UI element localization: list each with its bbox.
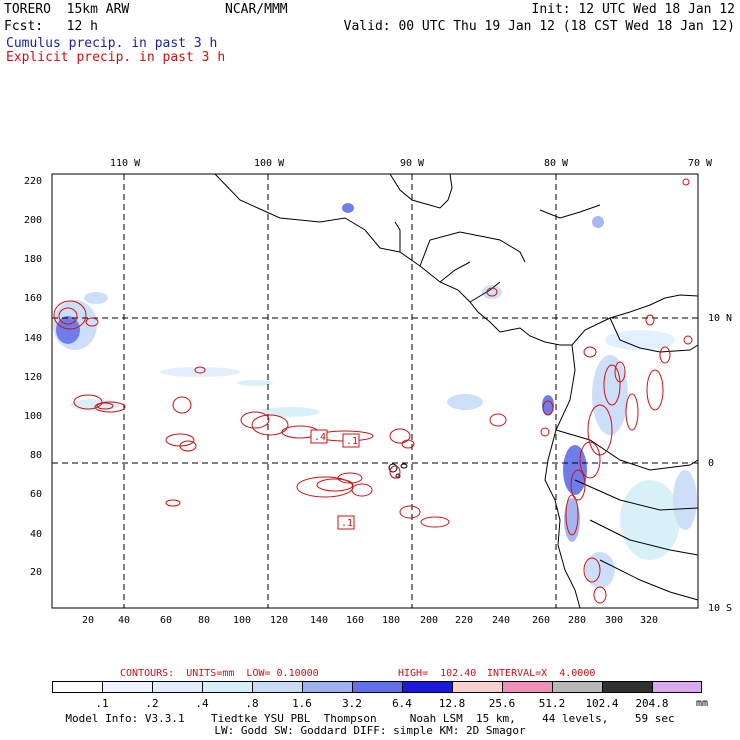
model-info-line1: Model Info: V3.3.1 Tiedtke YSU PBL Thomp… [65,712,675,725]
lat-label: 0 [708,458,715,469]
forecast-hour: Fcst: 12 h [4,19,98,34]
center-name: NCAR/MMM [225,2,288,17]
x-tick: 40 [118,615,131,626]
legend-swatch [602,681,653,693]
y-tick: 20 [30,567,43,578]
lon-label: 90 W [400,158,425,169]
x-tick: 100 [233,615,252,626]
legend-swatch [152,681,203,693]
legend-tick: 6.4 [392,697,412,710]
legend-tick: 1.6 [292,697,312,710]
model-title: TORERO 15km ARW [4,2,130,17]
legend-tick: .2 [145,697,159,710]
y-tick: 80 [30,450,43,461]
y-tick: 60 [30,489,43,500]
y-tick: 180 [24,254,43,265]
lon-label: 110 W [110,158,141,169]
cumulus-legend-line: Cumulus precip. in past 3 h [6,36,218,51]
lon-label: 70 W [688,158,713,169]
coastlines [214,173,699,609]
explicit-precip-contours [53,178,693,604]
contour-units: CONTOURS: UNITS=mm LOW= 0.10000 [120,668,319,679]
x-tick: 220 [455,615,474,626]
x-tick: 280 [568,615,587,626]
legend-tick: .8 [245,697,259,710]
map-frame [51,173,699,609]
x-tick: 200 [420,615,439,626]
x-tick: 260 [532,615,551,626]
x-tick: 140 [310,615,329,626]
y-tick: 200 [24,215,43,226]
lon-label: 80 W [544,158,569,169]
legend-unit: mm [696,698,709,709]
legend-swatch [452,681,503,693]
init-time: Init: 12 UTC Wed 18 Jan 12 [531,2,736,17]
legend-swatch [252,681,303,693]
y-tick: 40 [30,529,43,540]
x-tick: 20 [82,615,95,626]
legend-tick: 3.2 [342,697,362,710]
explicit-legend-line: Explicit precip. in past 3 h [6,50,226,65]
legend-tick: 102.4 [585,697,619,710]
x-tick: 160 [346,615,365,626]
contour-label: .1 [346,436,359,447]
contour-label: .1 [341,518,354,529]
legend-tick: .1 [95,697,109,710]
lat-label: 10 N [708,313,733,324]
legend-swatch [552,681,603,693]
legend-swatch [102,681,153,693]
model-info-line2: LW: Godd SW: Goddard DIFF: simple KM: 2D… [214,724,526,737]
legend-swatch [352,681,403,693]
x-tick: 120 [270,615,289,626]
y-tick: 120 [24,372,43,383]
x-tick: 60 [160,615,173,626]
legend-tick: 51.2 [538,697,566,710]
legend-tick: .4 [195,697,209,710]
legend-swatch [652,681,702,693]
y-tick: 100 [24,411,43,422]
legend-tick: 12.8 [438,697,466,710]
contour-high: HIGH= 102.40 [398,668,477,679]
graticule [52,174,698,608]
x-tick: 300 [605,615,624,626]
x-tick: 240 [492,615,511,626]
y-tick: 140 [24,333,43,344]
legend-swatch [302,681,353,693]
valid-time: Valid: 00 UTC Thu 19 Jan 12 (18 CST Wed … [343,19,735,34]
legend-tick: 25.6 [488,697,516,710]
y-tick: 220 [24,176,43,187]
contour-label: .4 [314,432,327,443]
x-tick: 80 [198,615,211,626]
contour-interval: INTERVAL=X 4.0000 [487,668,596,679]
legend-swatch [52,681,103,693]
legend-swatch [502,681,553,693]
galapagos-islands [388,463,408,479]
lon-label: 100 W [254,158,285,169]
legend-swatch [202,681,253,693]
x-tick: 320 [640,615,659,626]
lat-label: 10 S [708,603,733,614]
legend-swatch [402,681,453,693]
legend-tick: 204.8 [635,697,669,710]
y-tick: 160 [24,293,43,304]
x-tick: 180 [382,615,401,626]
contour-label-boxes [310,429,360,530]
